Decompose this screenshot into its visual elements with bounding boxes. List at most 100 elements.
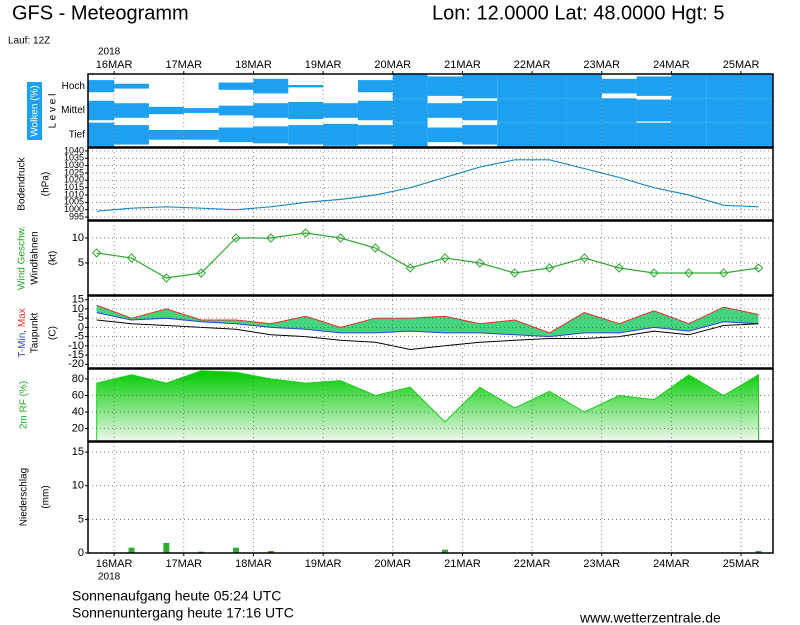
cloud-cell — [288, 125, 324, 145]
y-tick-label: 1005 — [64, 197, 84, 207]
panel-bg — [88, 221, 773, 295]
row-label: Hoch — [62, 81, 85, 92]
x-tick-label: 21MAR — [444, 558, 481, 570]
y-tick-label: 5 — [78, 513, 84, 525]
y-tick-label: 1020 — [64, 175, 84, 185]
y-tick-label: 10 — [72, 232, 84, 244]
sunset: Sonnenuntergang heute 17:16 UTC — [72, 605, 294, 621]
cloud-cell — [88, 122, 115, 147]
marker — [300, 228, 311, 238]
x-tick-label: 25MAR — [723, 59, 760, 71]
panel-border — [87, 73, 774, 148]
x-tick-label: 22MAR — [514, 59, 551, 71]
cloud-cell — [114, 103, 149, 118]
y-tick-label: 0 — [78, 321, 84, 333]
cloud-cell — [357, 100, 393, 121]
line — [96, 159, 759, 212]
y-tick-label: 1035 — [64, 153, 84, 163]
cloud-cell — [114, 83, 149, 89]
year-top: 2018 — [98, 47, 121, 58]
y-tick-label: 1000 — [64, 204, 84, 214]
x-tick-label: 17MAR — [165, 558, 202, 570]
marker — [614, 263, 624, 273]
y-tick-label: 1015 — [64, 182, 84, 192]
cloud-cell — [253, 78, 289, 94]
cloud-cell — [671, 74, 707, 99]
cloud-cell — [741, 122, 773, 147]
cloud-cell — [706, 74, 742, 99]
cloud-cell — [148, 129, 184, 140]
x-tick-label: 21MAR — [444, 59, 481, 71]
line — [96, 304, 759, 334]
marker — [126, 253, 137, 263]
y-tick-label: 1030 — [64, 160, 84, 170]
y-tick-label: -10 — [68, 340, 84, 352]
marker — [196, 268, 206, 278]
cloud-label-bg — [27, 82, 42, 140]
y-tick-label: -20 — [68, 358, 84, 370]
x-tick-label: 17MAR — [165, 59, 202, 71]
y-label: Wolken (%) — [30, 85, 41, 137]
cloud-cell — [427, 127, 463, 143]
y-tick-label: 995 — [69, 211, 84, 221]
cloud-cell — [114, 125, 149, 145]
x-tick-label: 19MAR — [305, 59, 342, 71]
marker — [231, 233, 241, 243]
bar — [755, 550, 762, 553]
marker — [335, 233, 346, 243]
cloud-cell — [183, 129, 219, 140]
run: Lauf: 12Z — [8, 36, 50, 47]
y-label: Niederschlag — [19, 468, 30, 526]
line — [96, 312, 759, 338]
area — [96, 370, 760, 442]
row-label: Mittel — [61, 105, 85, 116]
row-label: Tief — [69, 129, 86, 140]
x-tick-label: 18MAR — [235, 558, 272, 570]
marker — [266, 233, 276, 243]
cloud-cell — [566, 98, 602, 123]
y-tick-label: 15 — [72, 294, 84, 306]
cloud-cell — [218, 82, 254, 90]
cloud-cell — [601, 98, 637, 123]
y-label-part: T-Min, — [17, 330, 28, 358]
y-label: T-Min, Max — [17, 308, 28, 357]
cloud-cell — [392, 122, 428, 147]
x-tick-label: 20MAR — [374, 59, 411, 71]
marker — [370, 243, 381, 253]
y-label: (mm) — [41, 485, 52, 508]
cloud-cell — [636, 122, 672, 147]
cloud-cell — [741, 98, 773, 123]
title: GFS - Meteogramm — [12, 2, 189, 24]
cloud-cell — [532, 122, 567, 147]
y-label: L e v e l — [48, 94, 59, 129]
x-tick-label: 18MAR — [235, 59, 272, 71]
y-tick-label: 80 — [72, 373, 84, 385]
cloud-cell — [636, 76, 672, 96]
y-label-part: Max — [17, 308, 28, 327]
y-tick-label: 20 — [72, 422, 84, 434]
cloud-cell — [323, 123, 358, 146]
y-tick-label: 1040 — [64, 145, 84, 155]
cloud-cell — [88, 100, 115, 121]
cloud-cell — [636, 99, 672, 122]
cloud-cell — [497, 122, 533, 147]
y-label: Windfahnen — [30, 231, 41, 284]
x-tick-label: 23MAR — [583, 558, 620, 570]
x-tick-label: 23MAR — [583, 59, 620, 71]
cloud-cell — [601, 122, 637, 147]
y-label: (kt) — [48, 251, 59, 265]
cloud-cell — [183, 108, 219, 113]
cloud-cell — [741, 74, 773, 99]
panel-border — [87, 295, 774, 369]
y-tick-label: 15 — [72, 446, 84, 458]
x-tick-label: 24MAR — [653, 59, 690, 71]
cloud-cell — [323, 103, 358, 118]
cloud-cell — [601, 78, 637, 94]
x-tick-label: 16MAR — [96, 558, 133, 570]
marker — [475, 258, 485, 268]
marker — [405, 263, 415, 273]
cloud-cell — [288, 101, 324, 120]
cloud-cell — [357, 125, 393, 145]
cloud-cell — [462, 125, 498, 145]
